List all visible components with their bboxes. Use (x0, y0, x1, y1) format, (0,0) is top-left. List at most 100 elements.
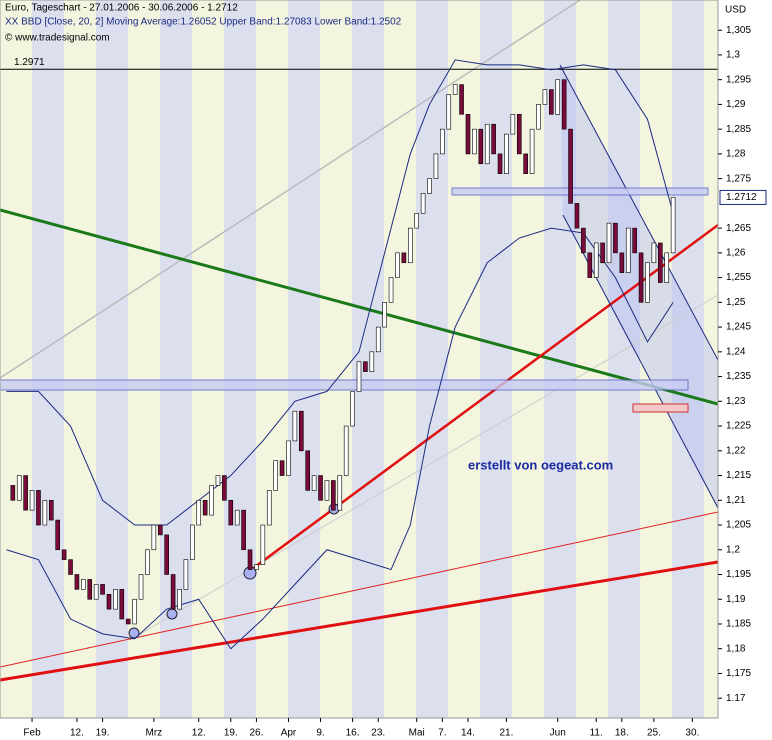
candle (452, 84, 458, 95)
stripe (288, 0, 320, 718)
stripe (224, 0, 256, 718)
y-tick-label: 1,255 (726, 272, 751, 283)
last-price-label: 1.2712 (726, 192, 757, 203)
candle (600, 242, 605, 264)
candle (606, 222, 612, 264)
stripe (0, 0, 32, 718)
y-tick-label: 1,275 (726, 173, 751, 184)
y-tick-label: 1,175 (726, 668, 751, 679)
candle (228, 499, 234, 526)
stripe (32, 0, 64, 718)
y-tick-label: 1,19 (726, 594, 746, 605)
y-tick-label: 1,265 (726, 223, 751, 234)
candle (74, 574, 80, 590)
candle (324, 480, 330, 501)
y-tick-label: 1,29 (726, 99, 746, 110)
y-tick-label: 1,24 (726, 346, 746, 357)
candle (10, 485, 16, 501)
candle (331, 480, 336, 511)
candle (61, 549, 67, 560)
candle (113, 589, 118, 610)
candle (465, 114, 471, 155)
candle (433, 153, 439, 179)
y-tick-label: 1,25 (726, 297, 746, 308)
x-tick-label: 7. (438, 728, 446, 739)
candle (286, 440, 291, 476)
candle (581, 227, 586, 254)
candle (484, 123, 490, 165)
candle (497, 153, 503, 174)
candle (260, 524, 266, 565)
candle (177, 589, 182, 610)
stripe (192, 0, 224, 718)
y-tick-label: 1,245 (726, 322, 751, 333)
candle (651, 242, 657, 264)
candle (440, 128, 445, 155)
candle (472, 128, 477, 155)
plot (0, 59, 718, 650)
candle (561, 79, 567, 130)
candle (266, 490, 272, 526)
stripe (320, 0, 352, 718)
stripe (416, 0, 448, 718)
candle (292, 410, 298, 442)
trend-line (0, 208, 718, 406)
stripe (672, 0, 704, 718)
stripe (384, 0, 416, 718)
candle (164, 534, 169, 575)
candle (375, 326, 381, 353)
candle (157, 524, 163, 536)
bollinger-band (6, 227, 674, 650)
x-tick-label: 14. (461, 728, 475, 739)
y-tick-label: 1,285 (726, 124, 751, 135)
candle (536, 104, 541, 130)
reference-label: 1.2971 (14, 57, 45, 68)
x-tick-label: 21. (499, 728, 513, 739)
x-tick-label: Jun (550, 728, 566, 739)
header: Euro, Tageschart - 27.01.2006 - 30.06.20… (5, 3, 238, 14)
header: © www.tradesignal.com (5, 33, 110, 44)
candle (273, 460, 278, 491)
candle (670, 197, 676, 254)
x-tick-label: Apr (281, 728, 297, 739)
candle (529, 128, 535, 174)
candle (491, 123, 496, 155)
candle (555, 79, 561, 115)
y-tick-label: 1,185 (726, 619, 751, 630)
candle (183, 559, 189, 590)
candle (132, 598, 137, 625)
candle (613, 222, 618, 254)
candle (516, 114, 522, 155)
x-tick-label: 16. (346, 728, 360, 739)
candle (549, 89, 554, 115)
candle (55, 519, 60, 551)
last-price-box (719, 189, 767, 205)
y-tick-label: 1,305 (726, 25, 751, 36)
x-tick-label: 12. (192, 728, 206, 739)
candle (574, 203, 580, 229)
y-tick-label: 1,28 (726, 149, 746, 160)
x-tick-label: Mai (409, 728, 425, 739)
zone (0, 379, 689, 391)
watermark: erstellt von oegeat.com (468, 457, 613, 472)
trend-line (0, 0, 581, 379)
y-tick-label: 1,235 (726, 371, 751, 382)
marker (166, 608, 178, 620)
candle (369, 351, 375, 372)
candle (209, 485, 214, 516)
candle (407, 227, 413, 264)
candle (542, 89, 548, 105)
trend-line (129, 294, 718, 641)
candle (215, 475, 221, 486)
stripe (160, 0, 192, 718)
candle (36, 490, 41, 526)
trend-line (0, 511, 718, 668)
candle (202, 499, 208, 516)
stripe (480, 0, 512, 718)
candle (299, 410, 304, 452)
y-tick-label: 1.17 (726, 693, 746, 704)
candle (145, 549, 150, 575)
week-stripes (0, 0, 718, 718)
y-tick-label: 1,195 (726, 569, 751, 580)
